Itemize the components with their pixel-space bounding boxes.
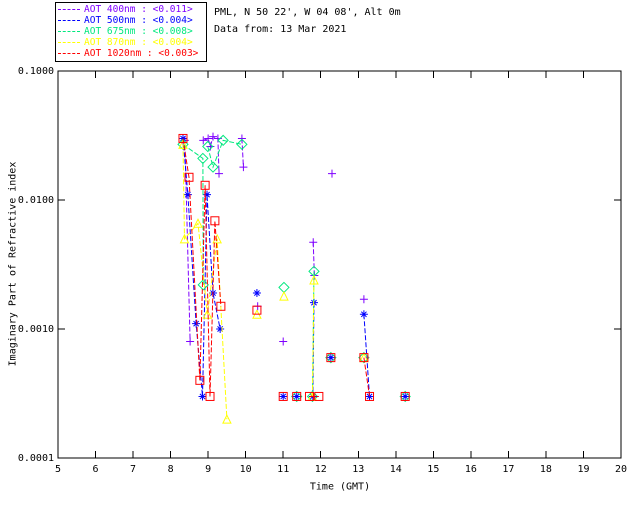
station-location: PML, N 50 22', W 04 08', Alt 0m <box>214 7 401 18</box>
x-axis-label: Time (GMT) <box>309 481 371 493</box>
legend-label: AOT 870nm : <0.004> <box>84 37 193 48</box>
legend-line-sample-icon <box>58 42 80 43</box>
legend: AOT 400nm : <0.011> AOT 500nm : <0.004> … <box>55 2 207 62</box>
svg-text:13: 13 <box>352 464 364 475</box>
legend-label: AOT 675nm : <0.008> <box>84 26 193 37</box>
svg-text:12: 12 <box>315 464 327 475</box>
legend-label: AOT 500nm : <0.004> <box>84 15 193 26</box>
svg-text:16: 16 <box>465 464 477 475</box>
svg-text:6: 6 <box>93 464 99 475</box>
svg-text:0.1000: 0.1000 <box>18 66 54 77</box>
legend-item-870nm: AOT 870nm : <0.004> <box>58 37 204 48</box>
legend-line-sample-icon <box>58 31 80 32</box>
svg-text:10: 10 <box>240 464 252 475</box>
svg-text:19: 19 <box>577 464 589 475</box>
legend-label: AOT 400nm : <0.011> <box>84 4 193 15</box>
svg-text:14: 14 <box>390 464 402 475</box>
station-header: PML, N 50 22', W 04 08', Alt 0m Data fro… <box>214 4 401 38</box>
svg-text:5: 5 <box>55 464 61 475</box>
legend-item-400nm: AOT 400nm : <0.011> <box>58 4 204 15</box>
svg-text:7: 7 <box>130 464 136 475</box>
legend-label: AOT 1020nm : <0.003> <box>84 48 199 59</box>
svg-text:0.0010: 0.0010 <box>18 324 54 335</box>
legend-line-sample-icon <box>58 20 80 21</box>
legend-item-1020nm: AOT 1020nm : <0.003> <box>58 48 204 59</box>
legend-line-sample-icon <box>58 53 80 54</box>
data-date: Data from: 13 Mar 2021 <box>214 24 347 35</box>
svg-text:0.0001: 0.0001 <box>18 453 54 464</box>
legend-item-500nm: AOT 500nm : <0.004> <box>58 15 204 26</box>
svg-text:9: 9 <box>205 464 211 475</box>
y-axis-label: Imaginary Part of Refractive index <box>7 161 19 367</box>
svg-text:17: 17 <box>502 464 514 475</box>
legend-item-675nm: AOT 675nm : <0.008> <box>58 26 204 37</box>
svg-text:8: 8 <box>168 464 174 475</box>
svg-text:0.0100: 0.0100 <box>18 195 54 206</box>
svg-text:15: 15 <box>427 464 439 475</box>
legend-line-sample-icon <box>58 9 80 10</box>
svg-text:18: 18 <box>540 464 552 475</box>
svg-text:20: 20 <box>615 464 627 475</box>
svg-text:11: 11 <box>277 464 289 475</box>
